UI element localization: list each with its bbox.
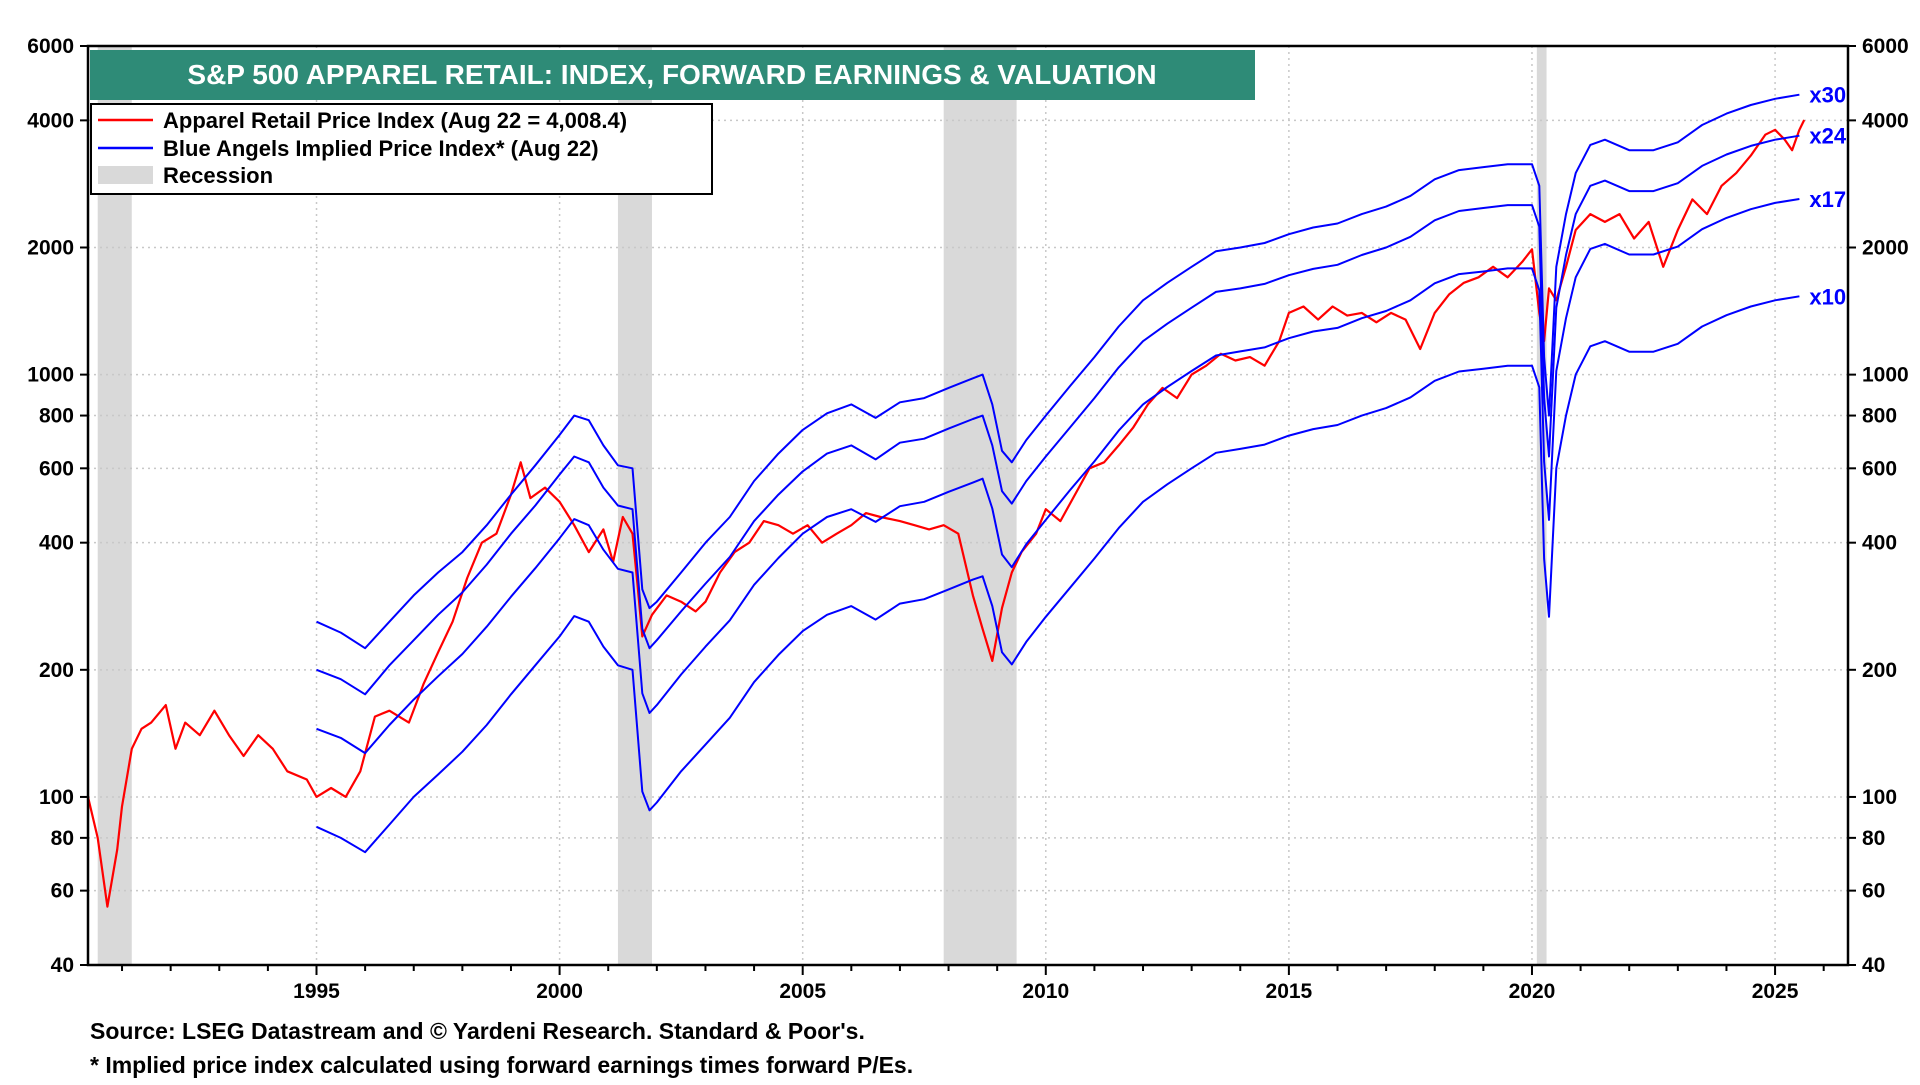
recession-band <box>97 46 132 965</box>
legend-price-label: Apparel Retail Price Index (Aug 22 = 4,0… <box>163 108 627 133</box>
x-tick-label: 2020 <box>1509 980 1556 1003</box>
y-tick-label-left: 600 <box>39 457 74 480</box>
series-label-x30: x30 <box>1809 83 1846 108</box>
y-tick-label-left: 800 <box>39 405 74 428</box>
implied-index-line-x10 <box>316 295 1800 854</box>
y-tick-label-left: 4000 <box>27 109 74 132</box>
y-tick-label-right: 400 <box>1862 532 1897 555</box>
y-tick-label-left: 6000 <box>27 35 74 58</box>
series-label-x17: x17 <box>1809 187 1846 212</box>
implied-index-line-x17 <box>316 198 1800 755</box>
y-tick-label-right: 1000 <box>1862 364 1909 387</box>
y-tick-label-left: 100 <box>39 786 74 809</box>
y-tick-label-right: 800 <box>1862 405 1897 428</box>
legend-recession-swatch <box>98 166 153 184</box>
plot-frame <box>86 44 1850 967</box>
y-tick-label-right: 6000 <box>1862 35 1909 58</box>
series-label-x10: x10 <box>1809 284 1846 309</box>
y-tick-label-left: 60 <box>51 880 74 903</box>
x-tick-label: 1995 <box>293 980 340 1003</box>
x-tick-label: 2010 <box>1022 980 1069 1003</box>
series-labels: x30 x24 x17 x10 <box>1809 83 1846 310</box>
series-label-x24: x24 <box>1809 124 1846 149</box>
x-tick-label: 2025 <box>1752 980 1799 1003</box>
y-tick-label-right: 600 <box>1862 457 1897 480</box>
legend: Apparel Retail Price Index (Aug 22 = 4,0… <box>90 103 713 195</box>
y-tick-label-right: 60 <box>1862 880 1885 903</box>
y-tick-label-left: 400 <box>39 532 74 555</box>
x-tick-label: 2000 <box>536 980 583 1003</box>
y-tick-label-right: 100 <box>1862 786 1897 809</box>
title-banner <box>90 50 1255 100</box>
y-tick-label-right: 80 <box>1862 827 1885 850</box>
legend-implied-label: Blue Angels Implied Price Index* (Aug 22… <box>163 136 599 161</box>
y-tick-label-right: 200 <box>1862 659 1897 682</box>
axis-ticks: 40 40 60 60 80 80 100 100 200 200 400 400 600 600 800 8… <box>27 35 1908 1003</box>
y-tick-label-left: 2000 <box>27 236 74 259</box>
implied-price-note: * Implied price index calculated using f… <box>90 1052 914 1078</box>
y-tick-label-right: 2000 <box>1862 236 1909 259</box>
series-lines <box>86 93 1806 908</box>
y-tick-label-left: 80 <box>51 827 74 850</box>
recession-band <box>943 46 1017 965</box>
implied-index-line-x24 <box>316 134 1800 696</box>
y-tick-label-right: 40 <box>1862 954 1885 977</box>
x-tick-label: 2015 <box>1266 980 1313 1003</box>
chart-title: S&P 500 APPAREL RETAIL: INDEX, FORWARD E… <box>187 59 1156 90</box>
y-tick-label-left: 1000 <box>27 364 74 387</box>
y-tick-label-left: 200 <box>39 659 74 682</box>
y-tick-label-right: 4000 <box>1862 109 1909 132</box>
implied-index-line-x30 <box>316 93 1800 650</box>
y-tick-label-left: 40 <box>51 954 74 977</box>
source-note: Source: LSEG Datastream and © Yardeni Re… <box>90 1018 865 1044</box>
legend-box <box>90 103 713 195</box>
legend-recession-label: Recession <box>163 163 273 188</box>
x-tick-label: 2005 <box>779 980 826 1003</box>
